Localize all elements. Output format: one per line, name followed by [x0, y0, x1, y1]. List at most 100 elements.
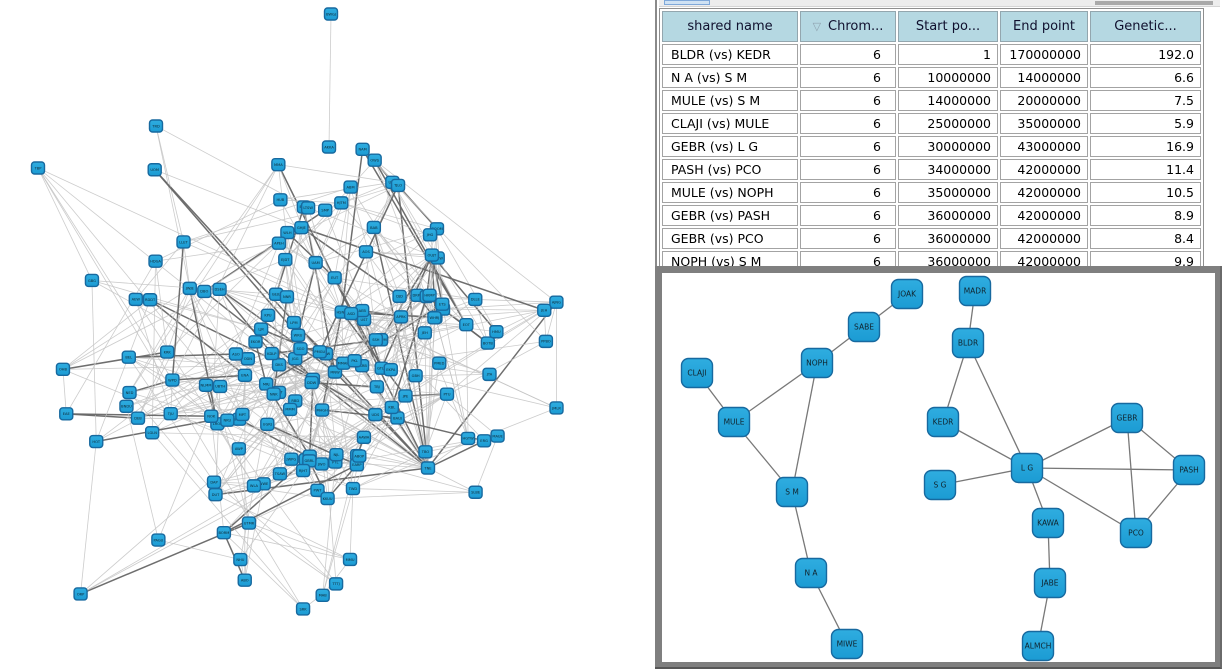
column-header-end-point[interactable]: End point — [1000, 11, 1088, 42]
node-shape[interactable] — [392, 289, 407, 304]
network-node[interactable]: JWPG — [284, 452, 299, 466]
node-shape[interactable] — [308, 255, 323, 270]
node-shape[interactable] — [304, 375, 319, 390]
network-node[interactable]: JWO — [314, 457, 329, 471]
network-node[interactable]: BLDR — [951, 327, 985, 359]
node-shape[interactable] — [717, 406, 751, 438]
node-shape[interactable] — [294, 220, 309, 235]
node-shape[interactable] — [1010, 452, 1044, 484]
network-node[interactable]: PASH — [1172, 454, 1206, 486]
cell[interactable]: 6 — [800, 159, 896, 180]
node-shape[interactable] — [128, 292, 143, 307]
node-shape[interactable] — [212, 282, 227, 297]
table-row[interactable]: PASH (vs) PCO 6 34000000 42000000 11.4 — [662, 159, 1201, 180]
node-shape[interactable] — [468, 485, 483, 499]
network-node[interactable]: DAP — [206, 475, 222, 489]
network-node[interactable]: SMP — [317, 203, 333, 217]
node-shape[interactable] — [73, 587, 88, 601]
node-shape[interactable] — [439, 387, 455, 401]
node-shape[interactable] — [482, 367, 497, 382]
node-shape[interactable] — [241, 516, 257, 530]
network-node[interactable]: KDLP — [264, 346, 279, 361]
network-node[interactable]: JHG — [422, 228, 438, 242]
network-node[interactable]: PKL — [347, 354, 362, 368]
network-node[interactable]: OHB — [55, 362, 71, 377]
node-shape[interactable] — [476, 434, 492, 448]
network-node[interactable]: GBH — [408, 369, 423, 383]
network-node[interactable]: RJHT — [295, 463, 311, 478]
hscrollbar-thumb[interactable] — [1095, 1, 1213, 5]
network-node[interactable]: DSEH — [212, 282, 227, 297]
node-shape[interactable] — [197, 284, 212, 299]
column-header-chrom[interactable]: ▽ Chrom... — [800, 11, 896, 42]
network-node[interactable]: JOAK — [890, 278, 924, 310]
cell[interactable]: 6 — [800, 205, 896, 226]
node-shape[interactable] — [368, 407, 383, 422]
node-shape[interactable] — [1110, 402, 1144, 434]
network-node[interactable]: BORM — [216, 525, 232, 540]
node-shape[interactable] — [418, 445, 433, 459]
tab-remnant[interactable] — [664, 0, 710, 5]
node-shape[interactable] — [121, 350, 136, 364]
node-shape[interactable] — [264, 346, 279, 361]
node-shape[interactable] — [300, 201, 316, 215]
network-node[interactable]: LPM — [286, 315, 302, 330]
network-node[interactable]: UBTH — [212, 379, 228, 394]
network-node[interactable]: DUT — [208, 487, 223, 502]
network-node[interactable]: DEB — [130, 411, 146, 425]
cell[interactable]: GEBR (vs) PCO — [662, 228, 798, 249]
node-shape[interactable] — [951, 327, 985, 359]
node-shape[interactable] — [119, 399, 134, 413]
cell[interactable]: 6.6 — [1090, 67, 1201, 88]
network-node[interactable]: MRJ — [258, 377, 274, 391]
node-shape[interactable] — [198, 378, 214, 392]
cell[interactable]: GEBR (vs) PASH — [662, 205, 798, 226]
network-node[interactable]: TJLO — [390, 178, 406, 193]
network-node[interactable]: WLA — [246, 479, 262, 493]
network-node[interactable]: NNR — [279, 290, 295, 304]
network-node[interactable]: LTSW — [300, 201, 316, 215]
node-shape[interactable] — [130, 411, 146, 425]
node-shape[interactable] — [1119, 517, 1153, 549]
network-node[interactable]: NOPH — [800, 347, 834, 379]
node-shape[interactable] — [271, 236, 287, 250]
node-shape[interactable] — [59, 407, 74, 421]
cell[interactable]: 16.9 — [1090, 136, 1201, 157]
network-node[interactable]: PMED — [432, 356, 447, 370]
node-shape[interactable] — [142, 293, 158, 307]
node-shape[interactable] — [310, 483, 325, 497]
node-shape[interactable] — [775, 476, 809, 508]
cell[interactable]: 6 — [800, 113, 896, 134]
network-node[interactable]: DLLE — [468, 292, 483, 307]
node-shape[interactable] — [334, 196, 349, 210]
network-node[interactable]: PTU — [439, 387, 455, 401]
cell[interactable]: 14000000 — [1000, 67, 1088, 88]
node-shape[interactable] — [1021, 630, 1055, 662]
node-shape[interactable] — [271, 358, 287, 372]
network-node[interactable]: MADR — [958, 275, 992, 307]
network-node[interactable]: OUJT — [424, 248, 440, 262]
node-shape[interactable] — [417, 326, 432, 340]
network-node[interactable]: NJL — [329, 447, 344, 462]
cell[interactable]: 42000000 — [1000, 159, 1088, 180]
node-shape[interactable] — [220, 413, 235, 427]
table-row[interactable]: MULE (vs) NOPH 6 35000000 42000000 10.5 — [662, 182, 1201, 203]
network-node[interactable]: AAWA — [356, 430, 372, 445]
network-node[interactable]: UTMR — [241, 516, 257, 530]
cell[interactable]: 10.5 — [1090, 182, 1201, 203]
cell[interactable]: 1 — [898, 44, 998, 65]
network-node[interactable]: APEH — [271, 236, 287, 250]
node-shape[interactable] — [271, 157, 286, 172]
node-shape[interactable] — [367, 153, 382, 167]
network-node[interactable]: PMGU — [312, 345, 327, 359]
network-node[interactable]: ABO — [237, 573, 252, 587]
network-node[interactable]: MHGH — [314, 403, 330, 417]
cell[interactable]: 11.4 — [1090, 159, 1201, 180]
cell[interactable]: 42000000 — [1000, 228, 1088, 249]
network-node[interactable]: PPBO — [538, 334, 554, 349]
node-shape[interactable] — [151, 533, 166, 547]
cell[interactable]: 6 — [800, 136, 896, 157]
network-node[interactable]: JPE — [398, 389, 413, 403]
network-node[interactable]: EAE — [59, 407, 74, 421]
network-node[interactable]: CLAJI — [680, 357, 714, 389]
